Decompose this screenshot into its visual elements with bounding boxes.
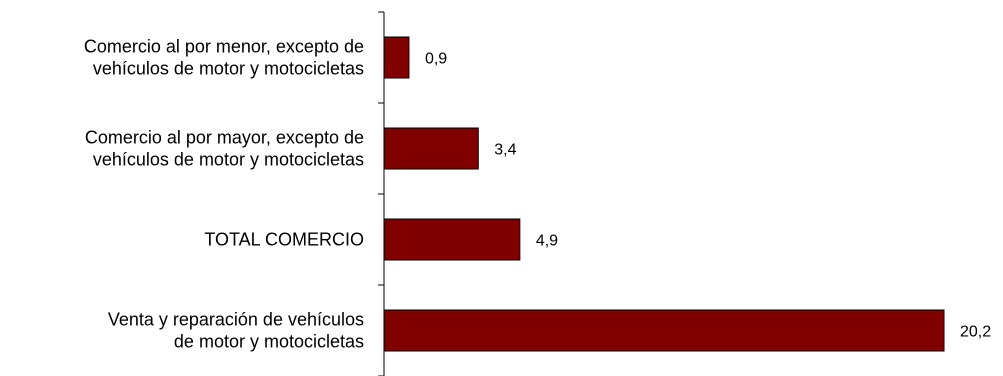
category-label-line: vehículos de motor y motocicletas [93,150,364,170]
category-label-line: de motor y motocicletas [174,332,364,352]
bar [383,309,945,352]
category-axis [378,11,385,376]
category-label: Venta y reparación de vehículos de motor … [108,310,364,352]
category-label: Comercio al por mayor, excepto de vehícul… [85,128,364,170]
category-label-line: TOTAL COMERCIO [204,230,364,250]
data-label: 3,4 [494,142,516,159]
bar [383,218,521,261]
category-label-line: Comercio al por mayor, excepto de [85,128,364,148]
category-label: Comercio al por menor, excepto de vehícul… [84,37,364,79]
data-label: 20,2 [960,324,991,341]
data-label: 4,9 [536,233,558,250]
bar [383,127,479,170]
bar [383,36,410,79]
category-label: TOTAL COMERCIO [204,230,364,250]
data-label: 0,9 [425,51,447,68]
value-labels: 0,9 3,4 4,9 20,2 [425,51,991,341]
category-label-line: Venta y reparación de vehículos [108,310,364,330]
category-label-line: vehículos de motor y motocicletas [93,59,364,79]
bars-group [383,36,945,352]
category-labels: Comercio al por menor, excepto de vehícul… [84,37,364,352]
category-label-line: Comercio al por menor, excepto de [84,37,364,57]
